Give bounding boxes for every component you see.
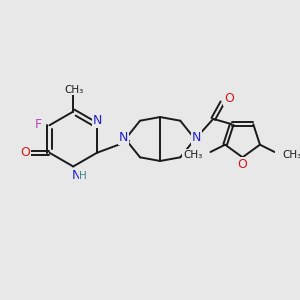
Text: F: F <box>35 118 42 131</box>
Text: N: N <box>71 169 81 182</box>
Text: N: N <box>192 131 202 144</box>
Text: H: H <box>80 171 87 181</box>
Text: CH₃: CH₃ <box>64 85 84 94</box>
Text: N: N <box>119 131 128 144</box>
Text: O: O <box>238 158 248 171</box>
Text: N: N <box>93 114 103 127</box>
Text: O: O <box>20 146 30 159</box>
Text: CH₃: CH₃ <box>183 150 202 160</box>
Text: O: O <box>224 92 234 105</box>
Text: CH₃: CH₃ <box>283 150 300 160</box>
